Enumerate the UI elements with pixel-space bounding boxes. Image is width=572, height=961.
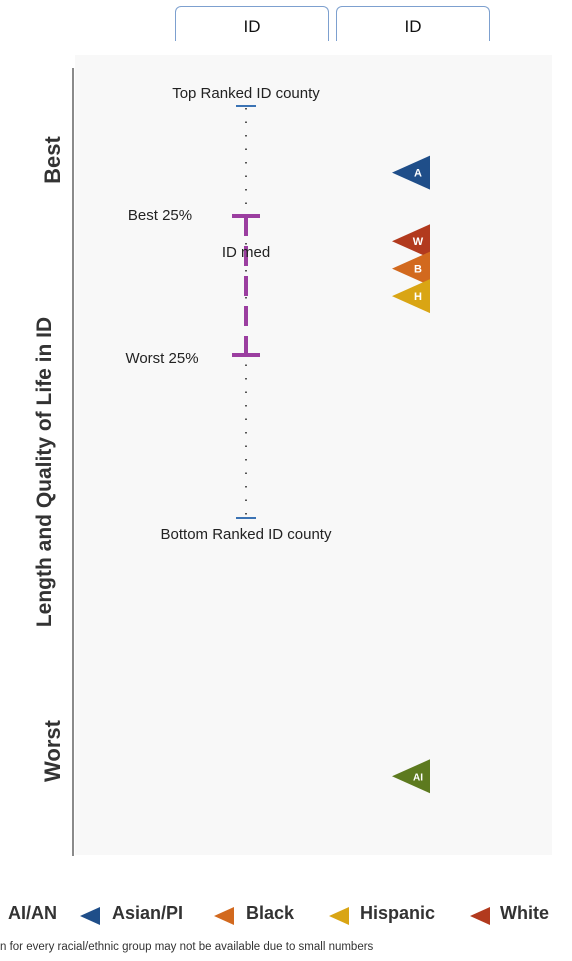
marker-label-white: W xyxy=(413,236,424,248)
marker-hispanic xyxy=(392,279,430,314)
marker-label-ai-an: AI xyxy=(413,772,423,783)
best25-label: Best 25% xyxy=(128,207,192,224)
legend-marker-white-icon xyxy=(470,907,490,925)
top-county-label: Top Ranked ID county xyxy=(172,85,320,102)
legend-marker-hispanic-icon xyxy=(329,907,349,925)
median-label: ID med xyxy=(222,244,270,261)
legend-item-hispanic: Hispanic xyxy=(360,903,436,923)
tab-right-header[interactable]: ID xyxy=(336,6,490,41)
marker-label-asian-pi: A xyxy=(414,168,422,180)
marker-ai-an xyxy=(392,759,430,794)
worst25-label: Worst 25% xyxy=(125,350,198,367)
legend-item-black: Black xyxy=(246,903,295,923)
marker-black xyxy=(392,251,430,286)
marker-label-black: B xyxy=(414,264,422,276)
chart-panel xyxy=(75,55,552,855)
chart-svg: Top Ranked ID county Best 25% ID med Wor… xyxy=(125,85,430,794)
legend-item-white: White xyxy=(500,903,549,923)
bottom-county-label: Bottom Ranked ID county xyxy=(161,526,332,543)
marker-label-hispanic: H xyxy=(414,291,422,303)
footnote: n for every racial/ethnic group may not … xyxy=(0,941,374,953)
legend: AI/AN Asian/PI Black Hispanic White xyxy=(0,903,572,931)
marker-white xyxy=(392,224,430,259)
tab-left-header[interactable]: ID xyxy=(175,6,329,41)
y-axis-line xyxy=(72,68,74,856)
legend-marker-black-icon xyxy=(214,907,234,925)
marker-asian-pi xyxy=(392,155,430,190)
legend-marker-asian-pi-icon xyxy=(80,907,100,925)
legend-item-asian-pi: Asian/PI xyxy=(112,903,184,923)
legend-item-ai-an: AI/AN xyxy=(8,903,57,923)
group-markers: A W B H AI xyxy=(392,155,430,794)
